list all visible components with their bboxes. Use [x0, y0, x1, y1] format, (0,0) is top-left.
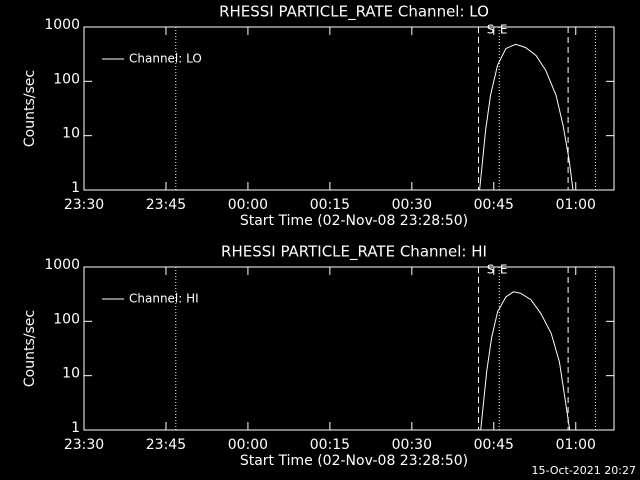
legend-label: Channel: HI [129, 292, 199, 306]
data-line [479, 43, 574, 191]
x-tick-label: 00:00 [228, 197, 268, 213]
chart-title: RHESSI PARTICLE_RATE Channel: LO [219, 3, 489, 22]
x-axis-label: Start Time (02-Nov-08 23:28:50) [240, 453, 468, 469]
x-tick-label: 00:45 [474, 437, 514, 453]
y-tick-label: 1 [71, 180, 80, 196]
y-tick-label: 10 [62, 366, 80, 382]
plot-frame [83, 266, 615, 431]
x-tick-label: 00:30 [392, 197, 432, 213]
legend-label: Channel: LO [129, 52, 202, 66]
x-tick-label: 01:00 [556, 437, 596, 453]
y-tick-label: 1000 [44, 257, 80, 273]
annotation: E [500, 263, 508, 277]
annotation: S [487, 263, 495, 277]
x-tick-label: 00:15 [310, 197, 350, 213]
y-axis-label: Counts/sec [22, 70, 38, 147]
x-tick-label: 23:45 [146, 437, 186, 453]
y-axis-label: Counts/sec [22, 310, 38, 387]
x-tick-label: 23:45 [146, 197, 186, 213]
x-tick-label: 01:00 [556, 197, 596, 213]
x-tick-label: 23:30 [64, 437, 104, 453]
x-tick-label: 23:30 [64, 197, 104, 213]
annotation: E [500, 23, 508, 37]
x-tick-label: 00:15 [310, 437, 350, 453]
y-tick-label: 100 [53, 311, 80, 327]
x-axis-label: Start Time (02-Nov-08 23:28:50) [240, 213, 468, 229]
chart-title: RHESSI PARTICLE_RATE Channel: HI [221, 243, 487, 262]
x-tick-label: 00:00 [228, 437, 268, 453]
y-tick-label: 10 [62, 126, 80, 142]
y-tick-label: 1000 [44, 17, 80, 33]
annotation: S [487, 23, 495, 37]
timestamp: 15-Oct-2021 20:27 [532, 464, 636, 477]
x-tick-label: 00:45 [474, 197, 514, 213]
data-line [480, 291, 571, 431]
plot-frame [83, 26, 615, 191]
x-tick-label: 00:30 [392, 437, 432, 453]
y-tick-label: 1 [71, 420, 80, 436]
y-tick-label: 100 [53, 71, 80, 87]
